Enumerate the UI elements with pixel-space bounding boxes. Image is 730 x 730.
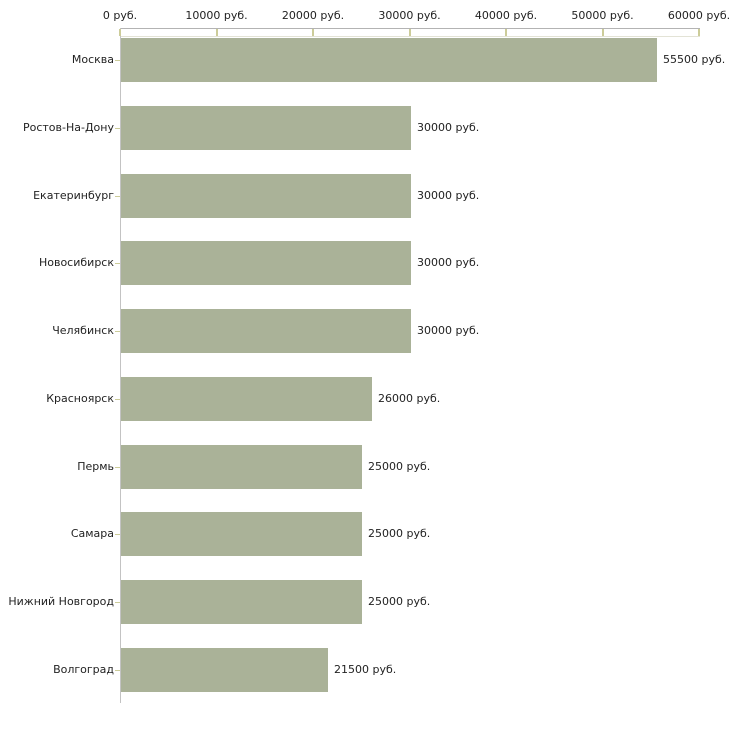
value-label: 30000 руб. bbox=[417, 324, 480, 337]
bar bbox=[121, 512, 362, 557]
x-axis-tick-mark bbox=[119, 29, 121, 36]
y-axis-tick-mark bbox=[115, 534, 120, 536]
x-axis-tick-mark bbox=[698, 29, 700, 36]
value-label: 30000 руб. bbox=[417, 256, 480, 270]
bar bbox=[121, 647, 328, 692]
category-label: Пермь bbox=[77, 459, 114, 473]
bar bbox=[121, 105, 411, 150]
bar bbox=[121, 580, 362, 624]
bar bbox=[121, 444, 362, 489]
value-label: 30000 руб. bbox=[417, 120, 480, 134]
bar bbox=[121, 173, 411, 218]
category-label: Волгоград bbox=[53, 662, 114, 676]
y-axis-tick-mark bbox=[115, 60, 120, 61]
x-axis-tick-mark bbox=[215, 29, 218, 36]
y-axis-tick-mark bbox=[115, 398, 120, 400]
y-axis-tick-mark bbox=[115, 195, 120, 197]
category-label: Самара bbox=[70, 527, 114, 541]
x-axis-tick-label: 50000 руб. bbox=[571, 9, 634, 22]
value-label: 25000 руб. bbox=[368, 527, 431, 541]
category-label: Новосибирск bbox=[38, 256, 114, 270]
y-axis-line bbox=[120, 28, 121, 703]
value-label: 26000 руб. bbox=[378, 391, 441, 405]
bar bbox=[121, 309, 411, 353]
x-axis-tick-label: 60000 руб. bbox=[667, 9, 730, 22]
x-axis-tick-label: 30000 руб. bbox=[378, 9, 441, 22]
plot-area-top-border bbox=[120, 36, 700, 37]
y-axis-tick-mark bbox=[115, 602, 120, 603]
category-label: Челябинск bbox=[52, 324, 114, 337]
value-label: 25000 руб. bbox=[368, 595, 431, 608]
category-label: Ростов-На-Дону bbox=[22, 120, 114, 134]
x-axis-line bbox=[120, 28, 700, 29]
category-label: Екатеринбург bbox=[33, 188, 114, 202]
value-label: 25000 руб. bbox=[368, 459, 431, 473]
bar bbox=[121, 241, 411, 286]
y-axis-tick-mark bbox=[115, 669, 120, 671]
x-axis-tick-mark bbox=[408, 29, 411, 36]
x-axis-tick-label: 10000 руб. bbox=[185, 9, 248, 22]
value-label: 30000 руб. bbox=[417, 188, 480, 202]
y-axis-tick-mark bbox=[115, 331, 120, 332]
y-axis-tick-mark bbox=[115, 466, 120, 468]
x-axis-tick-label: 20000 руб. bbox=[281, 9, 345, 22]
category-label: Нижний Новгород bbox=[8, 595, 114, 608]
value-label: 55500 руб. bbox=[663, 53, 726, 66]
x-axis-tick-mark bbox=[505, 29, 507, 36]
value-label: 21500 руб. bbox=[334, 662, 397, 676]
y-axis-tick-mark bbox=[115, 127, 120, 129]
x-axis-tick-label: 0 руб. bbox=[102, 9, 138, 22]
category-label: Москва bbox=[71, 53, 114, 66]
category-label: Красноярск bbox=[46, 391, 114, 405]
bar bbox=[121, 38, 657, 82]
x-axis-tick-mark bbox=[601, 29, 604, 36]
x-axis-tick-label: 40000 руб. bbox=[474, 9, 538, 22]
bar bbox=[121, 376, 372, 421]
y-axis-tick-mark bbox=[115, 263, 120, 265]
x-axis-tick-mark bbox=[312, 29, 314, 36]
